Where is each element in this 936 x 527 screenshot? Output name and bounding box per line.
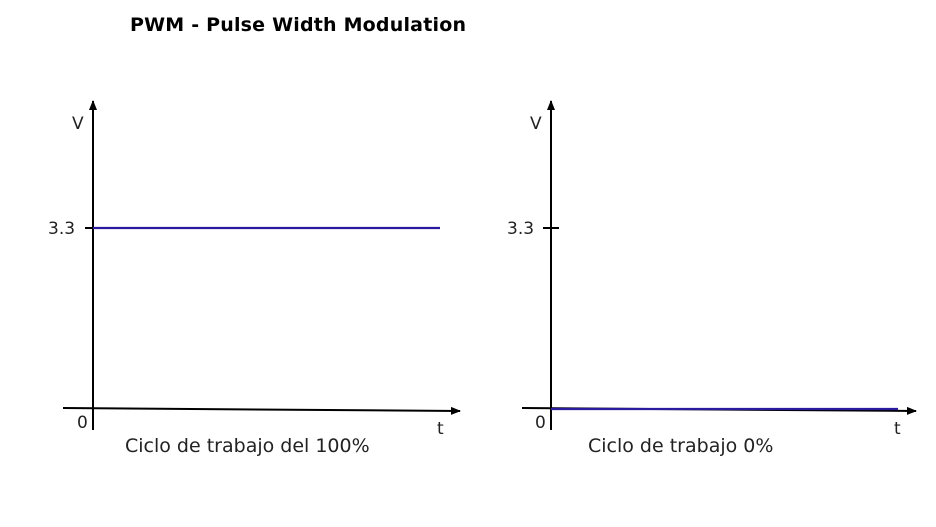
page-title: PWM - Pulse Width Modulation xyxy=(130,14,467,36)
origin-label: 0 xyxy=(535,413,546,433)
ytick-label: 3.3 xyxy=(48,219,75,239)
ytick-label: 3.3 xyxy=(507,219,534,239)
duty-cycle-caption: Ciclo de trabajo del 100% xyxy=(125,435,370,457)
origin-label: 0 xyxy=(77,413,88,433)
y-axis-label: V xyxy=(530,114,542,134)
duty-cycle-caption: Ciclo de trabajo 0% xyxy=(588,435,773,457)
y-axis-label: V xyxy=(72,114,84,134)
x-axis xyxy=(62,406,461,415)
x-axis-label: t xyxy=(437,419,444,439)
chart-duty-0: V 3.3 0 t Ciclo de trabajo 0% xyxy=(507,100,917,457)
chart-duty-100: V 3.3 0 t Ciclo de trabajo del 100% xyxy=(48,100,461,457)
x-axis-label: t xyxy=(894,419,901,439)
